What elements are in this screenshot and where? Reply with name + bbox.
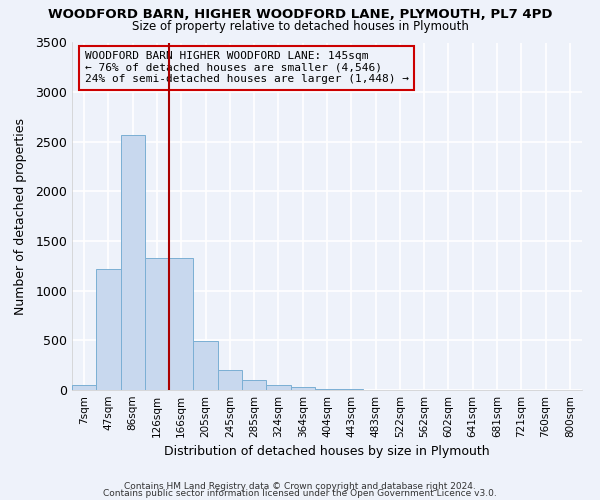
Bar — [193, 341, 218, 390]
Bar — [72, 384, 96, 390]
Bar — [169, 258, 193, 390]
Bar — [339, 389, 364, 390]
Bar — [290, 387, 315, 390]
Bar — [121, 135, 145, 390]
Bar — [242, 380, 266, 390]
Bar — [315, 389, 339, 390]
Text: WOODFORD BARN, HIGHER WOODFORD LANE, PLYMOUTH, PL7 4PD: WOODFORD BARN, HIGHER WOODFORD LANE, PLY… — [48, 8, 552, 20]
Y-axis label: Number of detached properties: Number of detached properties — [14, 118, 27, 315]
X-axis label: Distribution of detached houses by size in Plymouth: Distribution of detached houses by size … — [164, 446, 490, 458]
Text: Size of property relative to detached houses in Plymouth: Size of property relative to detached ho… — [131, 20, 469, 33]
Bar — [145, 258, 169, 390]
Bar — [96, 269, 121, 390]
Text: Contains HM Land Registry data © Crown copyright and database right 2024.: Contains HM Land Registry data © Crown c… — [124, 482, 476, 491]
Text: Contains public sector information licensed under the Open Government Licence v3: Contains public sector information licen… — [103, 489, 497, 498]
Text: WOODFORD BARN HIGHER WOODFORD LANE: 145sqm
← 76% of detached houses are smaller : WOODFORD BARN HIGHER WOODFORD LANE: 145s… — [85, 51, 409, 84]
Bar — [266, 385, 290, 390]
Bar — [218, 370, 242, 390]
